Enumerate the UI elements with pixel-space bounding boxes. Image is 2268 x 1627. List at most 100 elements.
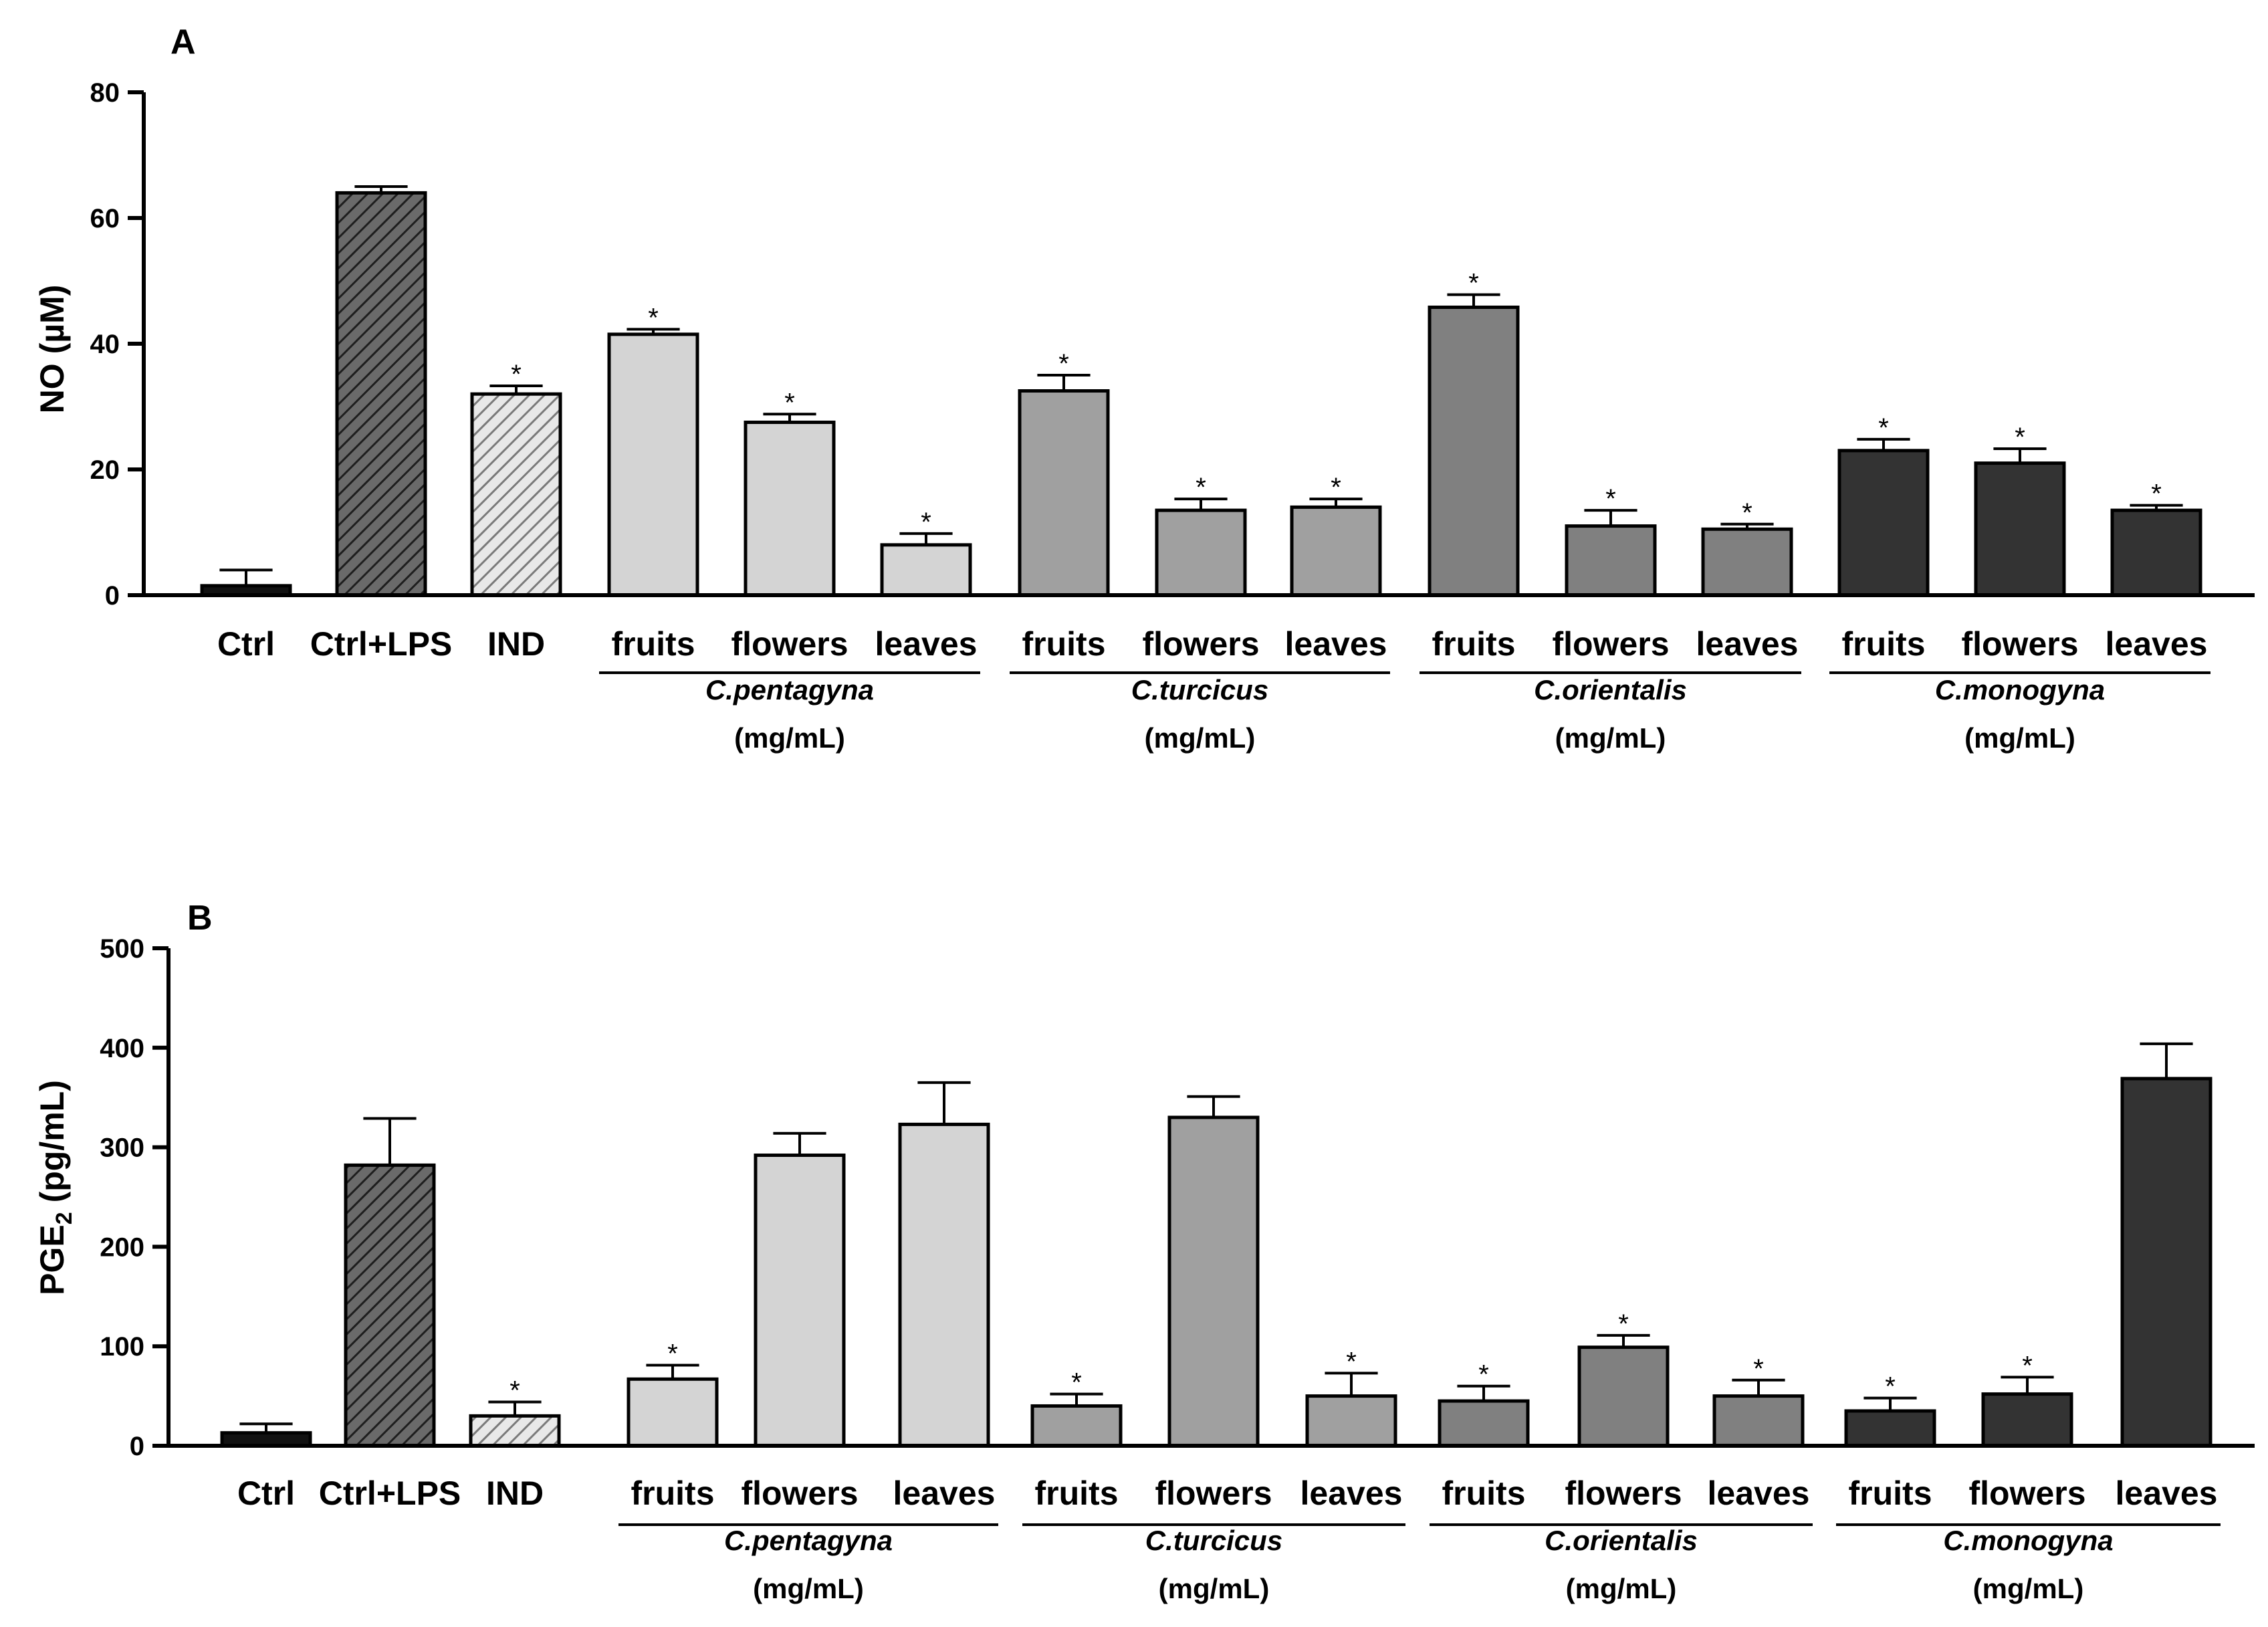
category-label: leaves <box>1285 625 1387 663</box>
category-label: fruits <box>612 625 695 663</box>
significance-star: * <box>921 508 931 537</box>
y-tick-label: 0 <box>130 1432 144 1461</box>
category-label: leaves <box>2106 625 2208 663</box>
bar <box>1844 1409 1936 1448</box>
bar <box>1155 508 1247 597</box>
y-tick-label: 80 <box>90 78 120 108</box>
category-label: flowers <box>1968 1475 2085 1512</box>
y-tick-label: 40 <box>90 330 120 359</box>
panel-b-plot: 0 100 200 300 400 500 * * * * * * * * * Ctrl Ctrl+LPS IND… <box>100 934 2255 1604</box>
category-label: flowers <box>1142 625 1259 663</box>
category-label: fruits <box>1442 1475 1526 1512</box>
y-tick-label: 400 <box>100 1034 144 1063</box>
significance-star: * <box>1058 349 1069 378</box>
species-label: C.turcicus <box>1145 1525 1282 1556</box>
category-label: fruits <box>1022 625 1106 663</box>
category-label: IND <box>486 1475 544 1512</box>
category-label: Ctrl <box>217 625 275 663</box>
category-label: leaves <box>893 1475 996 1512</box>
species-label: C.monogyna <box>1943 1525 2113 1556</box>
bar <box>627 1377 719 1448</box>
significance-star: * <box>2151 479 2162 509</box>
category-label: fruits <box>1035 1475 1119 1512</box>
significance-star: * <box>1878 413 1889 443</box>
bar <box>1438 1399 1530 1448</box>
bar <box>1981 1392 2073 1448</box>
significance-star: * <box>1468 269 1479 298</box>
unit-label: (mg/mL) <box>1566 1573 1677 1604</box>
bar <box>1290 505 1382 597</box>
unit-label: (mg/mL) <box>1145 722 1256 754</box>
y-tick-label: 500 <box>100 934 144 964</box>
panel-a-plot: 0 20 40 60 80 * * * * * * * * * * * * * Ctrl Ctrl+LPS IND fru… <box>90 78 2255 754</box>
bar <box>2110 508 2202 597</box>
category-label: leaves <box>1300 1475 1403 1512</box>
bar <box>1837 449 1930 597</box>
significance-star: * <box>648 303 659 332</box>
y-tick-label: 200 <box>100 1232 144 1262</box>
panel-a-ylabel: NO (µM) <box>33 285 71 414</box>
category-label: leaves <box>1708 1475 1810 1512</box>
bar <box>1577 1345 1670 1448</box>
bar <box>2120 1077 2213 1448</box>
panel-b-label: B <box>187 899 213 938</box>
panel-a: A NO (µM) 0 20 40 60 80 * * * * * * * * * * * * * Ctrl Ctrl… <box>33 23 2255 754</box>
y-tick-label: 100 <box>100 1332 144 1362</box>
significance-star: * <box>1478 1360 1489 1390</box>
significance-star: * <box>2015 423 2025 452</box>
unit-label: (mg/mL) <box>734 722 845 754</box>
category-label: fruits <box>1432 625 1516 663</box>
y-tick-label: 20 <box>90 455 120 485</box>
bar <box>1428 305 1520 597</box>
bar <box>744 421 836 597</box>
bar <box>1974 461 2066 597</box>
bar <box>607 332 699 597</box>
bar <box>335 191 427 597</box>
significance-star: * <box>509 1376 520 1406</box>
category-label: flowers <box>1565 1475 1682 1512</box>
significance-star: * <box>1331 473 1341 502</box>
significance-star: * <box>1196 473 1206 502</box>
category-label: leaves <box>875 625 978 663</box>
bar <box>898 1122 990 1448</box>
category-label: fruits <box>1849 1475 1932 1512</box>
significance-star: * <box>667 1339 678 1368</box>
bar <box>880 543 972 597</box>
bar <box>1712 1394 1805 1448</box>
category-label: flowers <box>1155 1475 1272 1512</box>
category-label: flowers <box>1961 625 2078 663</box>
bar <box>469 1414 561 1448</box>
panel-b: B PGE2 (pg/mL) 0 100 200 300 400 500 * * * * * * * * *… <box>33 899 2255 1604</box>
category-label: fruits <box>631 1475 715 1512</box>
panel-a-label: A <box>171 23 196 62</box>
significance-star: * <box>1605 484 1616 514</box>
unit-label: (mg/mL) <box>1973 1573 2084 1604</box>
category-label: Ctrl+LPS <box>310 625 453 663</box>
species-label: C.monogyna <box>1935 674 2105 706</box>
y-tick-label: 300 <box>100 1133 144 1163</box>
species-label: C.pentagyna <box>724 1525 893 1556</box>
significance-star: * <box>1618 1309 1629 1339</box>
category-label: Ctrl+LPS <box>319 1475 461 1512</box>
significance-star: * <box>1753 1354 1764 1384</box>
category-label: flowers <box>1552 625 1669 663</box>
species-label: C.orientalis <box>1534 674 1687 706</box>
significance-star: * <box>2022 1351 2033 1380</box>
y-tick-label: 0 <box>105 581 120 611</box>
panel-b-ylabel: PGE2 (pg/mL) <box>33 1080 77 1295</box>
bar <box>1701 527 1793 597</box>
y-tick-label: 60 <box>90 204 120 233</box>
significance-star: * <box>1071 1368 1082 1398</box>
category-label: leaves <box>2116 1475 2218 1512</box>
significance-star: * <box>1885 1372 1896 1402</box>
category-label: IND <box>487 625 545 663</box>
species-label: C.orientalis <box>1545 1525 1698 1556</box>
significance-star: * <box>784 388 795 417</box>
species-label: C.turcicus <box>1131 674 1268 706</box>
species-label: C.pentagyna <box>705 674 874 706</box>
significance-star: * <box>1346 1347 1357 1376</box>
bar <box>1167 1115 1260 1448</box>
bar <box>344 1163 436 1448</box>
category-label: leaves <box>1696 625 1799 663</box>
